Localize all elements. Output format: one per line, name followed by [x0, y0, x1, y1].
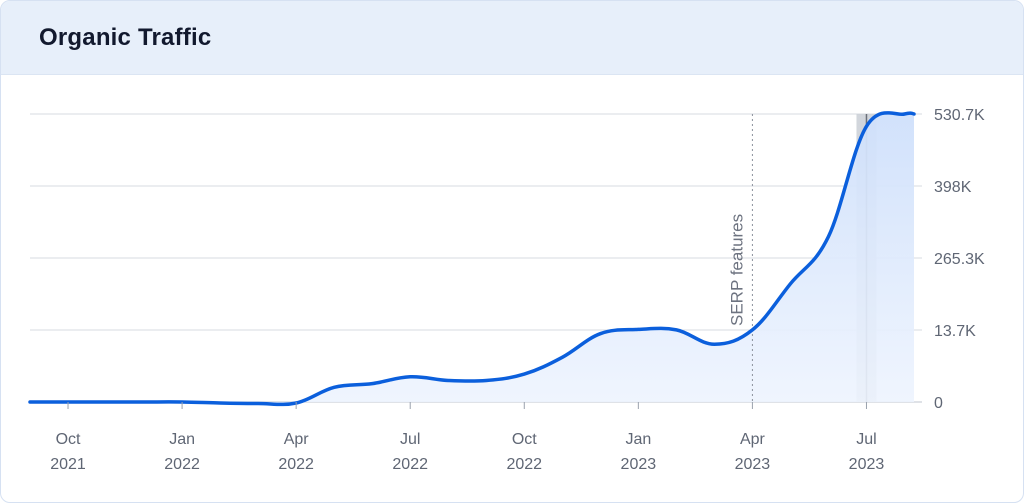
y-tick-label: 398K	[934, 179, 972, 196]
x-tick-label: Oct	[56, 431, 81, 448]
x-tick-year: 2023	[621, 456, 657, 473]
x-tick-label: Jan	[169, 431, 195, 448]
x-tick-label: Oct	[512, 431, 537, 448]
x-tick-year: 2022	[506, 456, 542, 473]
y-tick-label: 530.7K	[934, 107, 985, 124]
x-tick-label: Apr	[740, 431, 766, 448]
x-tick-label: Jul	[400, 431, 420, 448]
series-area	[30, 112, 914, 405]
y-tick-label: 0	[934, 395, 943, 412]
x-tick-year: 2022	[392, 456, 428, 473]
card-header: Organic Traffic	[1, 1, 1023, 75]
x-tick-year: 2023	[735, 456, 771, 473]
annotation-label: SERP features	[727, 214, 746, 326]
x-tick-year: 2021	[50, 456, 86, 473]
x-tick-label: Apr	[284, 431, 310, 448]
x-tick-label: Jul	[856, 431, 876, 448]
x-tick-year: 2023	[849, 456, 885, 473]
x-tick-year: 2022	[278, 456, 314, 473]
y-tick-label: 265.3K	[934, 251, 985, 268]
card-title: Organic Traffic	[39, 23, 212, 51]
y-tick-label: 13.7K	[934, 323, 976, 340]
x-tick-year: 2022	[164, 456, 200, 473]
x-tick-label: Jan	[625, 431, 651, 448]
